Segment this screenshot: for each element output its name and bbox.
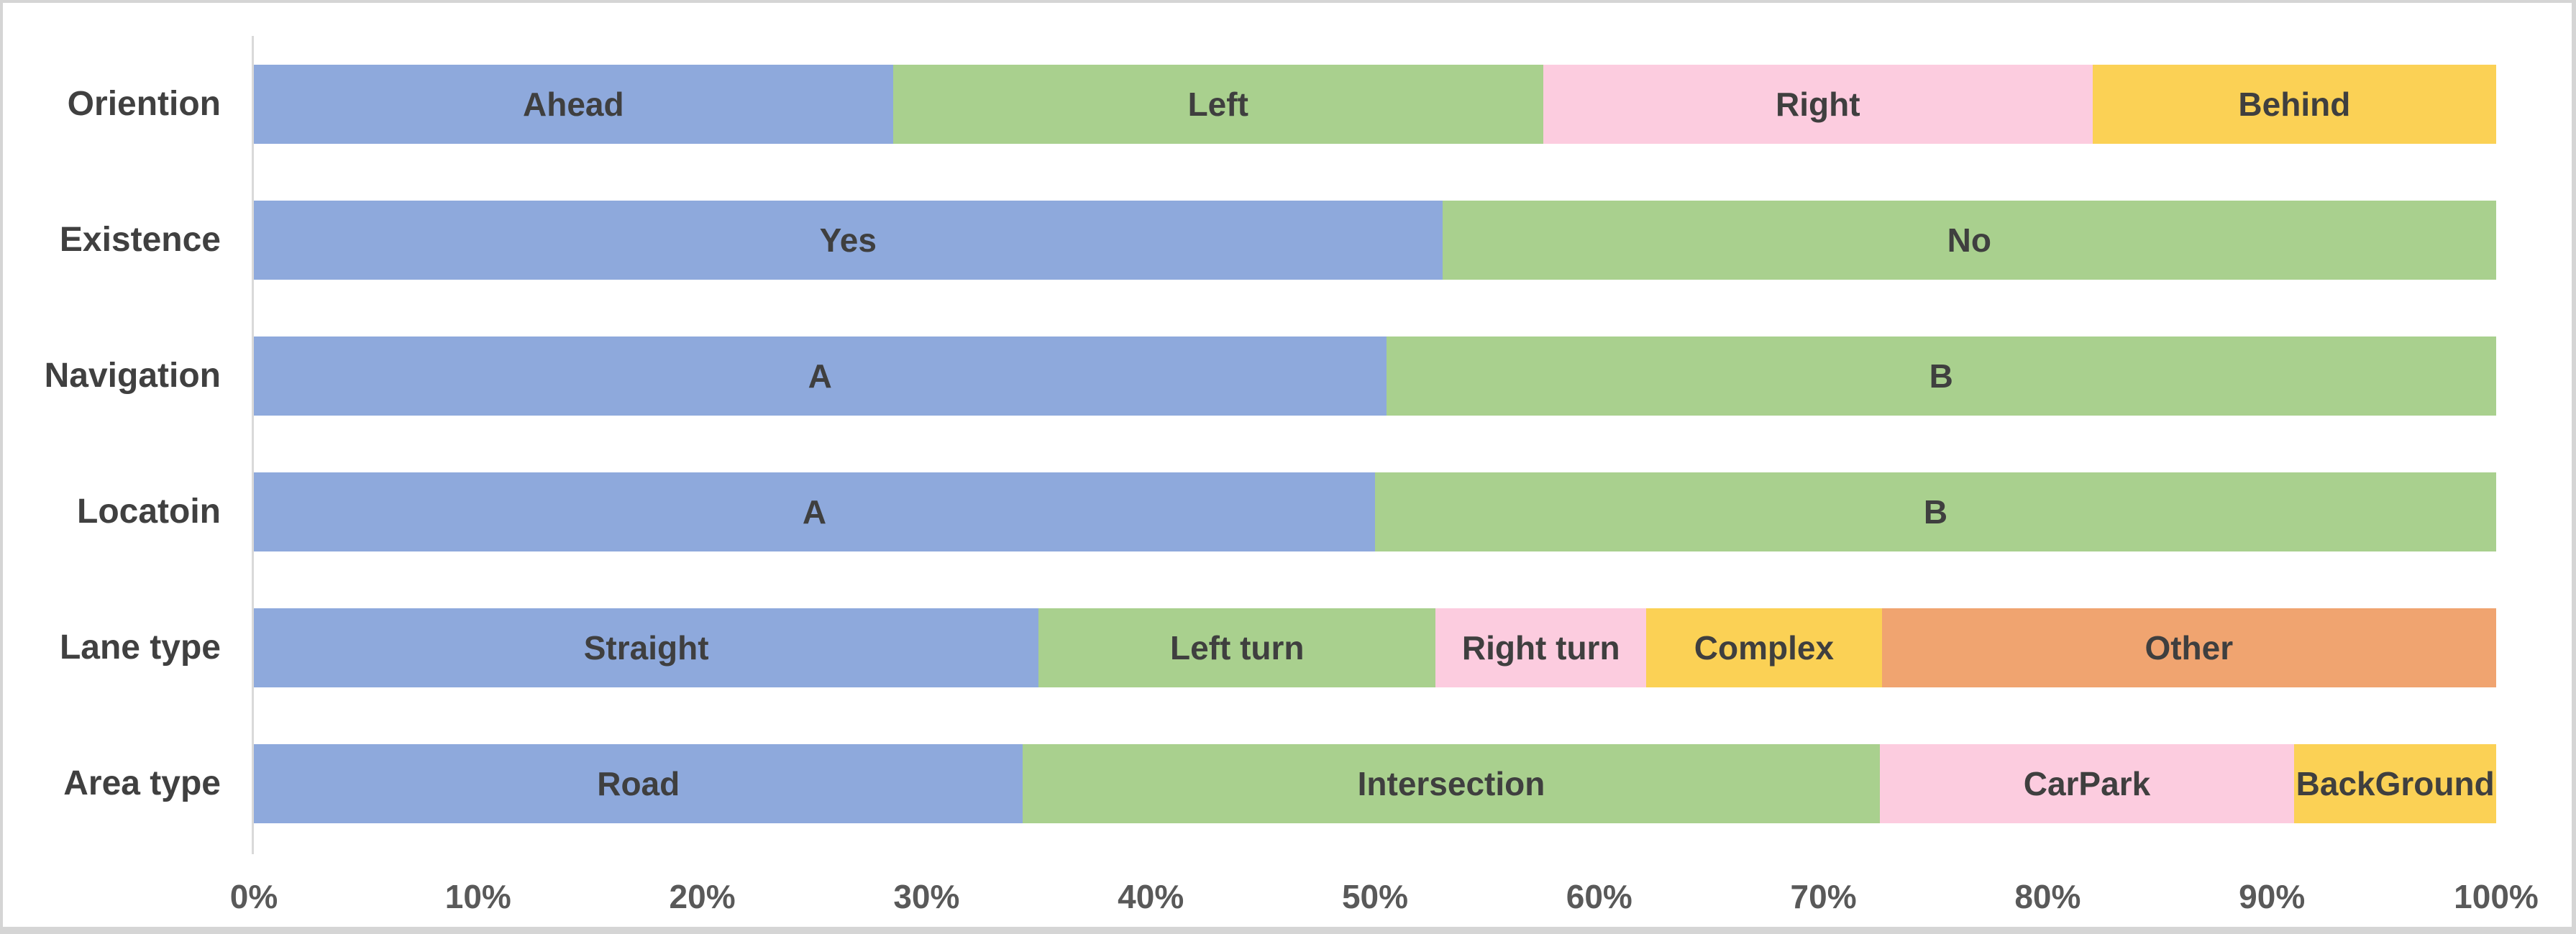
bar-segment-other: Other — [1881, 608, 2496, 687]
x-axis-tick-label: 20% — [669, 878, 736, 915]
category-axis-line — [252, 36, 254, 854]
bar-segment-background: BackGround — [2294, 743, 2496, 823]
bar-row-slot: Yes No — [254, 172, 2496, 308]
x-axis-tick-label: 50% — [1341, 878, 1409, 915]
plot-area: Ahead Left Right Behind Yes No A B A B Straight Lef… — [254, 36, 2496, 851]
segment-label: Intersection — [1357, 764, 1545, 802]
bar-row-lane-type: Straight Left turn Right turn Complex Other — [254, 608, 2496, 687]
x-axis-tick-label: 40% — [1118, 878, 1184, 915]
segment-label: Right — [1776, 85, 1860, 123]
bar-segment-road: Road — [254, 743, 1023, 823]
category-label-navigation: Navigation — [44, 357, 221, 395]
category-label-locatoin: Locatoin — [77, 493, 221, 531]
bar-segment-b: B — [1386, 336, 2496, 416]
segment-label: Road — [597, 764, 680, 802]
segment-label: B — [1929, 357, 1953, 395]
x-axis-tick-label: 90% — [2239, 878, 2306, 915]
bar-segment-no: No — [1442, 200, 2496, 280]
x-axis-tick-label: 60% — [1566, 878, 1632, 915]
bar-row-oriention: Ahead Left Right Behind — [254, 64, 2496, 144]
bar-row-slot: Road Intersection CarPark BackGround — [254, 715, 2496, 851]
category-label-lane-type: Lane type — [59, 628, 221, 667]
segment-label: A — [808, 357, 832, 395]
bar-segment-a: A — [254, 472, 1375, 551]
segment-label: Straight — [583, 628, 709, 667]
segment-label: Ahead — [523, 85, 624, 123]
bar-segment-intersection: Intersection — [1023, 743, 1880, 823]
segment-label: No — [1947, 221, 1991, 259]
segment-label: CarPark — [2023, 764, 2151, 802]
segment-label: Left — [1187, 85, 1248, 123]
x-axis: 0% 10% 20% 30% 40% 50% 60% 70% 80% 90% 100% — [230, 877, 2539, 920]
bar-row-existence: Yes No — [254, 200, 2496, 280]
bar-segment-ahead: Ahead — [254, 64, 893, 144]
category-axis-labels: Oriention Existence Navigation Locatoin Lane… — [3, 36, 221, 851]
segment-label: A — [802, 493, 827, 531]
category-label-existence: Existence — [59, 221, 221, 259]
bar-segment-left-turn: Left turn — [1038, 608, 1436, 687]
segment-label: Yes — [819, 221, 877, 259]
bar-row-area-type: Road Intersection CarPark BackGround — [254, 743, 2496, 823]
bar-segment-left: Left — [892, 64, 1543, 144]
bar-segment-carpark: CarPark — [1879, 743, 2295, 823]
x-axis-tick-label: 10% — [444, 878, 511, 915]
segment-label: B — [1923, 493, 1948, 531]
bar-segment-a: A — [254, 336, 1387, 416]
segment-label: BackGround — [2296, 764, 2495, 802]
bar-segment-straight: Straight — [254, 608, 1039, 687]
bar-segment-right-turn: Right turn — [1435, 608, 1647, 687]
bar-segment-yes: Yes — [254, 200, 1443, 280]
x-axis-tick-label: 80% — [2014, 878, 2081, 915]
x-axis-tick-label: 0% — [229, 878, 278, 915]
bar-segment-b: B — [1375, 472, 2496, 551]
segment-label: Behind — [2238, 85, 2351, 123]
x-axis-tick-label: 70% — [1790, 878, 1857, 915]
category-label-area-type: Area type — [63, 764, 221, 802]
segment-label: Complex — [1694, 628, 1835, 667]
segment-label: Other — [2145, 628, 2234, 667]
bar-segment-behind: Behind — [2092, 64, 2496, 144]
x-axis-tick-label: 30% — [893, 878, 960, 915]
bar-row-slot: Straight Left turn Right turn Complex Other — [254, 580, 2496, 715]
category-label-oriention: Oriention — [67, 85, 221, 123]
bar-segment-right: Right — [1543, 64, 2093, 144]
bar-row-slot: Ahead Left Right Behind — [254, 36, 2496, 172]
segment-label: Right turn — [1461, 628, 1620, 667]
segment-label: Left turn — [1169, 628, 1305, 667]
x-axis-tick-label: 100% — [2454, 878, 2539, 915]
bar-segment-complex: Complex — [1646, 608, 1882, 687]
